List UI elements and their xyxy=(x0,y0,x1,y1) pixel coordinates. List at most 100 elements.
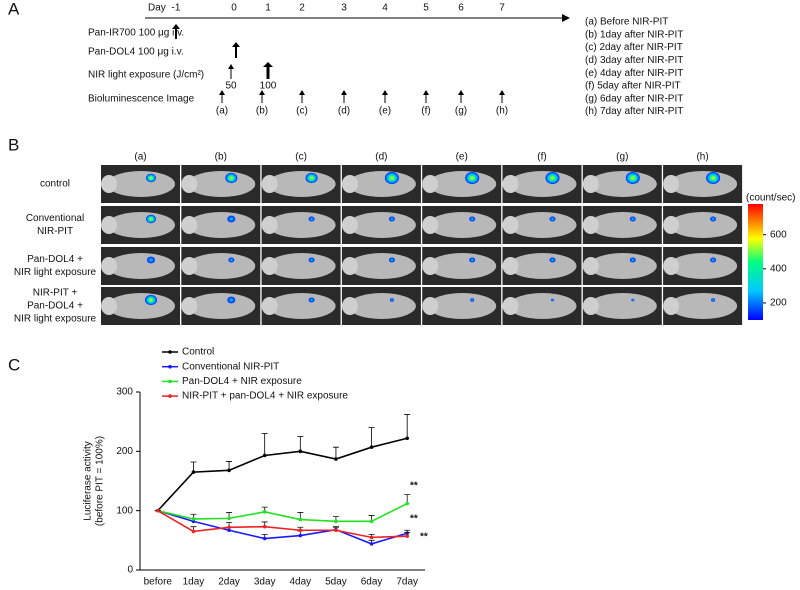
mouse-head xyxy=(422,216,439,234)
mouse-head xyxy=(502,175,519,193)
key-item: (h) 7day after NIR-PIT xyxy=(585,106,683,117)
mouse-body xyxy=(187,171,256,197)
arrow-head xyxy=(259,90,265,95)
signal xyxy=(629,216,636,222)
mouse-body xyxy=(347,253,416,279)
signal xyxy=(388,257,395,263)
key-item: (f) 5day after NIR-PIT xyxy=(585,81,681,92)
data-point xyxy=(262,524,267,529)
mouse-head xyxy=(181,175,198,193)
mouse-body xyxy=(187,212,256,238)
mouse-head xyxy=(582,216,599,234)
mouse-head xyxy=(101,297,117,315)
mouse-head xyxy=(341,216,358,234)
signal xyxy=(710,216,717,222)
mouse-head xyxy=(663,297,680,315)
mouse-body xyxy=(669,212,738,238)
signal xyxy=(631,298,635,302)
timeline-arrow xyxy=(562,14,570,22)
day: 0 xyxy=(231,3,237,14)
mouse-body xyxy=(428,253,497,279)
signal xyxy=(711,298,716,302)
x-tick-label: 3day xyxy=(254,577,276,588)
legend-label: Conventional NIR-PIT xyxy=(182,361,279,372)
signal xyxy=(551,298,554,302)
y-tick-label: 0 xyxy=(127,565,133,576)
mouse-body xyxy=(107,293,175,319)
arrow-head xyxy=(423,90,429,95)
day-title: Day xyxy=(148,3,166,14)
mouse-body xyxy=(428,171,497,197)
x-tick-label: 1day xyxy=(183,577,205,588)
colorbar-tick-label: 600 xyxy=(770,229,787,240)
dose: 100 xyxy=(260,81,277,92)
data-point xyxy=(369,445,374,449)
mouse-head xyxy=(101,175,117,193)
mouse-head xyxy=(422,175,439,193)
schedule-row: Pan-IR700 100 μg i.v. xyxy=(88,28,184,39)
x-tick-label: 2day xyxy=(218,577,240,588)
error-bar xyxy=(404,414,411,439)
mouse-head xyxy=(341,175,358,193)
image-mark: (a) xyxy=(216,106,228,117)
mouse-head xyxy=(261,216,278,234)
mouse-head xyxy=(341,297,358,315)
data-point xyxy=(334,519,338,524)
error-bar xyxy=(332,446,339,460)
mouse-head xyxy=(582,257,599,275)
signal xyxy=(228,257,235,263)
mouse-body xyxy=(669,253,738,279)
mouse-body xyxy=(588,293,657,319)
x-tick-label: 7day xyxy=(396,577,418,588)
image-mark: (d) xyxy=(338,106,350,117)
mouse-head xyxy=(663,175,680,193)
row-label: Pan-DOL4 + xyxy=(27,254,83,265)
x-tick-label: before xyxy=(144,577,173,588)
signal xyxy=(706,172,721,184)
image-mark: (e) xyxy=(379,106,391,117)
signal xyxy=(465,172,480,184)
image-mark: (b) xyxy=(256,106,268,117)
x-tick-label: 5day xyxy=(325,577,347,588)
signal xyxy=(227,215,236,223)
day: 7 xyxy=(499,3,505,14)
signal xyxy=(146,173,156,183)
signal xyxy=(147,256,155,264)
error-bar xyxy=(261,433,268,456)
signal xyxy=(227,296,236,304)
arrow-head xyxy=(232,42,240,47)
mouse-head xyxy=(181,297,198,315)
mouse-body xyxy=(508,293,577,319)
mouse-body xyxy=(508,171,577,197)
data-point xyxy=(191,529,196,534)
schedule-row: Pan-DOL4 100 μg i.v. xyxy=(88,47,184,58)
arrow-head xyxy=(458,90,464,95)
signal xyxy=(545,172,560,184)
data-point xyxy=(191,470,196,474)
arrow-head xyxy=(263,62,273,67)
mouse-body xyxy=(508,253,577,279)
signal xyxy=(469,216,476,222)
mouse-head xyxy=(502,257,519,275)
column-label: (b) xyxy=(215,152,227,163)
row-label: Conventional xyxy=(26,213,84,224)
column-label: (h) xyxy=(696,152,708,163)
series-line xyxy=(157,502,408,523)
mouse-body xyxy=(187,253,256,279)
data-point xyxy=(369,542,374,546)
key-item: (e) 4day after NIR-PIT xyxy=(585,68,683,79)
data-point xyxy=(298,533,303,538)
colorbar-label: (count/sec) xyxy=(746,193,795,204)
mouse-head xyxy=(502,216,519,234)
mouse-body xyxy=(267,212,336,238)
signal xyxy=(549,216,556,222)
mouse-head xyxy=(181,257,198,275)
row-label: control xyxy=(40,179,70,190)
colorbar-tick-label: 400 xyxy=(770,263,787,274)
panel-label: B xyxy=(8,135,19,154)
column-label: (a) xyxy=(134,152,146,163)
y-axis-label: (before PIT = 100%) xyxy=(95,436,106,526)
column-label: (c) xyxy=(295,152,307,163)
mouse-head xyxy=(261,175,278,193)
mouse-head xyxy=(663,257,680,275)
